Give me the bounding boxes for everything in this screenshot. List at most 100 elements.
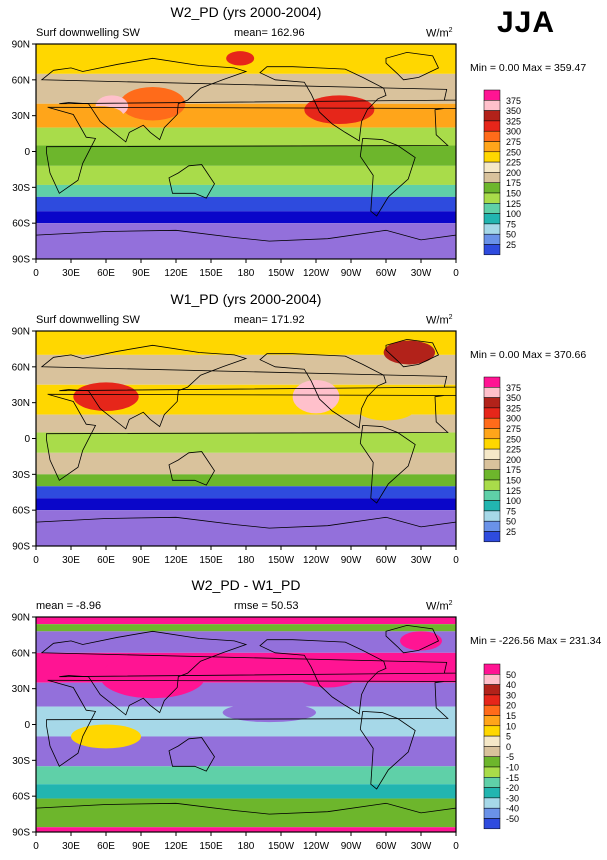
coastline	[168, 451, 215, 486]
x-tick-label: 120W	[303, 268, 330, 279]
map-plot-3: 0 30E 60E 90E 120E 150E 180 150W 120W 90W 60W 30W 09…	[12, 613, 460, 852]
colorbar-label: -15	[506, 773, 519, 783]
contour-band	[36, 766, 456, 785]
x-tick-label: 60W	[376, 555, 397, 566]
colorbar-swatch	[483, 428, 501, 440]
x-tick-label: 150W	[268, 268, 295, 279]
colorbar-label: -20	[506, 783, 519, 793]
x-tick-label: 180	[238, 555, 255, 566]
colorbar-swatch	[483, 387, 501, 398]
mean-label-1: mean= 162.96	[234, 27, 305, 39]
minmax-label-2: Min = 0.00 Max = 370.66	[470, 349, 587, 361]
contour-blob	[356, 396, 416, 421]
x-tick-label: 0	[453, 555, 459, 566]
colorbar-swatch	[483, 203, 501, 214]
colorbar-label: 10	[506, 721, 516, 731]
colorbar-label: 375	[506, 96, 521, 106]
colorbar-label: 5	[506, 732, 511, 742]
colorbar-label: 15	[506, 711, 516, 721]
y-tick-label: 0	[24, 147, 30, 158]
x-tick-label: 60E	[97, 268, 115, 279]
colorbar-swatch	[483, 787, 501, 799]
colorbar-label: 100	[506, 209, 521, 219]
contour-blob	[400, 631, 442, 651]
coastline	[259, 639, 387, 715]
colorbar-swatch	[483, 120, 501, 132]
x-tick-label: 0	[33, 268, 39, 279]
contour-blob	[292, 379, 340, 414]
colorbar-label: 25	[506, 240, 516, 250]
colorbar-label: 375	[506, 383, 521, 393]
colorbar-swatch	[483, 192, 501, 204]
contour-band	[36, 211, 456, 224]
contour-band	[36, 510, 456, 546]
colorbar-swatch	[483, 663, 501, 675]
colorbar-swatch	[483, 407, 501, 419]
colorbar-swatch	[483, 807, 501, 819]
colorbar-swatch	[483, 531, 501, 543]
y-tick-label: 90N	[12, 327, 30, 338]
y-tick-label: 30S	[12, 183, 30, 194]
colorbar-swatch	[483, 510, 501, 522]
colorbar-label: 250	[506, 147, 521, 157]
x-tick-label: 90W	[341, 841, 362, 852]
x-tick-label: 150E	[199, 841, 223, 852]
contour-blob	[73, 382, 139, 412]
colorbar-swatch	[483, 376, 501, 388]
contour-blob	[292, 654, 363, 688]
colorbar-swatch	[483, 715, 501, 727]
coastline	[259, 66, 387, 142]
colorbar-label: 325	[506, 116, 521, 126]
x-tick-label: 90W	[341, 555, 362, 566]
colorbar-swatch	[483, 694, 501, 706]
colorbar-swatch	[483, 704, 501, 716]
colorbar-swatch	[483, 746, 501, 757]
colorbar-swatch	[483, 756, 501, 768]
colorbar-label: 125	[506, 486, 521, 496]
colorbar-label: 50	[506, 670, 516, 680]
colorbar-swatch	[483, 725, 501, 737]
x-tick-label: 0	[453, 268, 459, 279]
x-tick-label: 180	[238, 268, 255, 279]
x-tick-label: 0	[33, 555, 39, 566]
x-tick-label: 30E	[62, 841, 80, 852]
colorbar-label: 150	[506, 476, 521, 486]
y-tick-label: 60S	[12, 219, 30, 230]
colorbar-label: 175	[506, 178, 521, 188]
y-tick-label: 0	[24, 434, 30, 445]
contour-blob	[304, 95, 375, 125]
colorbar-label: 50	[506, 517, 516, 527]
x-tick-label: 120E	[164, 268, 188, 279]
contour-blob	[100, 655, 206, 699]
contour-band	[36, 196, 456, 212]
y-tick-label: 90N	[12, 613, 30, 624]
colorbar-label: 75	[506, 506, 516, 516]
colorbar-label: 300	[506, 414, 521, 424]
contour-band	[36, 73, 456, 104]
y-tick-label: 30S	[12, 470, 30, 481]
colorbar-label: 225	[506, 158, 521, 168]
contour-band	[36, 631, 456, 653]
contour-band	[36, 624, 456, 632]
colorbar-label: 175	[506, 465, 521, 475]
units-text: W/m	[426, 314, 449, 327]
units-label-3: W/m2	[426, 600, 453, 613]
y-tick-label: 30N	[12, 684, 30, 695]
contour-band	[36, 617, 456, 625]
colorbar-label: 30	[506, 690, 516, 700]
colorbar-label: 125	[506, 199, 521, 209]
x-tick-label: 30W	[411, 555, 432, 566]
contour-blob	[71, 724, 141, 749]
y-tick-label: 60S	[12, 506, 30, 517]
contour-band	[36, 486, 456, 499]
colorbar-label: 100	[506, 496, 521, 506]
x-tick-label: 120W	[303, 555, 330, 566]
x-tick-label: 60W	[376, 268, 397, 279]
contour-band	[36, 145, 456, 166]
coastline	[40, 57, 457, 143]
colorbar-label: 350	[506, 106, 521, 116]
contour-blob	[120, 87, 186, 121]
colorbar-swatch	[483, 469, 501, 481]
colorbar-label: 275	[506, 424, 521, 434]
coastline	[40, 344, 457, 430]
